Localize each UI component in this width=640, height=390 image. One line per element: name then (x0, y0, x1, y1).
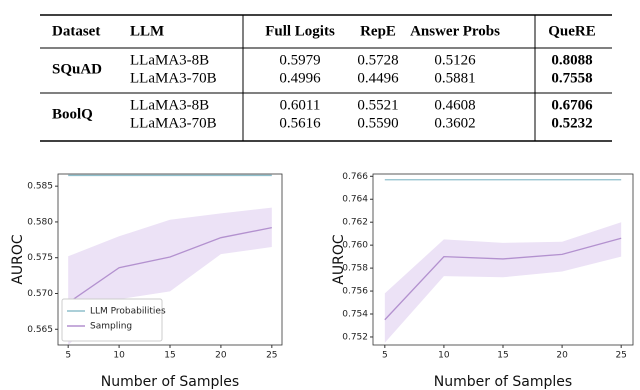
y-tick-label: 0.570 (27, 289, 53, 299)
x-tick-label: 20 (215, 351, 227, 361)
chart: 0.565 0.570 0.575 0.580 0.585 5 10 15 20 25 Number… (10, 173, 283, 390)
legend-box (61, 298, 163, 342)
table-cell: 0.4496 (357, 70, 399, 86)
legend-label: Sampling (90, 322, 132, 332)
y-tick-label: 0.575 (27, 253, 53, 263)
y-tick-label: 0.585 (27, 182, 53, 192)
table-header: LLM (130, 23, 164, 39)
table-cell: 0.4996 (279, 70, 321, 86)
y-tick-label: 0.580 (27, 217, 53, 227)
table-cell: 0.8088 (551, 52, 592, 68)
x-tick-label: 15 (164, 351, 175, 361)
x-axis-label: Number of Samples (434, 374, 572, 390)
table-cell: 0.5126 (434, 52, 476, 68)
y-tick-label: 0.565 (27, 325, 53, 335)
confidence-band (384, 222, 622, 343)
x-tick-label: 25 (615, 351, 626, 361)
x-axis-label: Number of Samples (101, 374, 239, 390)
table-cell: 0.3602 (434, 115, 475, 131)
series-line (67, 227, 272, 304)
table-cell: 0.6011 (280, 97, 321, 113)
y-tick-label: 0.754 (342, 310, 368, 320)
y-tick-label: 0.764 (342, 195, 368, 205)
table-header: Dataset (52, 23, 100, 39)
x-tick-label: 5 (65, 351, 71, 361)
x-tick-label: 15 (497, 351, 508, 361)
x-tick-label: 25 (266, 351, 277, 361)
y-tick-label: 0.758 (342, 264, 368, 274)
table-cell: 0.5232 (551, 115, 592, 131)
y-tick-label: 0.752 (342, 332, 368, 342)
series-line (384, 237, 622, 321)
y-tick-label: 0.766 (342, 172, 368, 182)
table-cell: LLaMA3-8B (130, 52, 209, 68)
table-header: QueRE (548, 23, 596, 39)
table-header: Answer Probs (410, 23, 500, 39)
table-cell: LLaMA3-8B (130, 97, 209, 113)
table-cell: 0.7558 (551, 70, 592, 86)
table-cell: 0.4608 (434, 97, 475, 113)
table-cell: 0.5616 (279, 115, 321, 131)
table-cell: 0.5728 (357, 52, 398, 68)
x-tick-label: 20 (556, 351, 568, 361)
confidence-band (68, 207, 272, 345)
table-header: RepE (360, 23, 396, 39)
y-tick-label: 0.756 (342, 287, 368, 297)
dataset-label: SQuAD (52, 61, 102, 77)
x-tick-label: 5 (382, 351, 388, 361)
y-tick-label: 0.762 (342, 218, 368, 228)
y-axis-label: AUROC (331, 234, 347, 285)
chart: 0.752 0.754 0.756 0.758 0.760 0.762 0.764 0.766… (331, 172, 634, 390)
x-tick-label: 10 (438, 351, 450, 361)
x-tick-label: 10 (113, 351, 125, 361)
table-cell: LLaMA3-70B (130, 115, 217, 131)
table-cell: 0.5881 (434, 70, 475, 86)
table-rules (40, 14, 612, 142)
y-axis-label: AUROC (10, 234, 26, 285)
table-cell: 0.6706 (551, 97, 593, 113)
table-cell: 0.5521 (357, 97, 398, 113)
y-tick-label: 0.760 (342, 241, 368, 251)
table-cell: 0.5590 (357, 115, 398, 131)
dataset-label: BoolQ (52, 106, 93, 122)
table-cell: 0.5979 (279, 52, 320, 68)
legend-label: LLM Probabilities (90, 307, 166, 317)
table-header: Full Logits (265, 23, 335, 39)
table-cell: LLaMA3-70B (130, 70, 217, 86)
